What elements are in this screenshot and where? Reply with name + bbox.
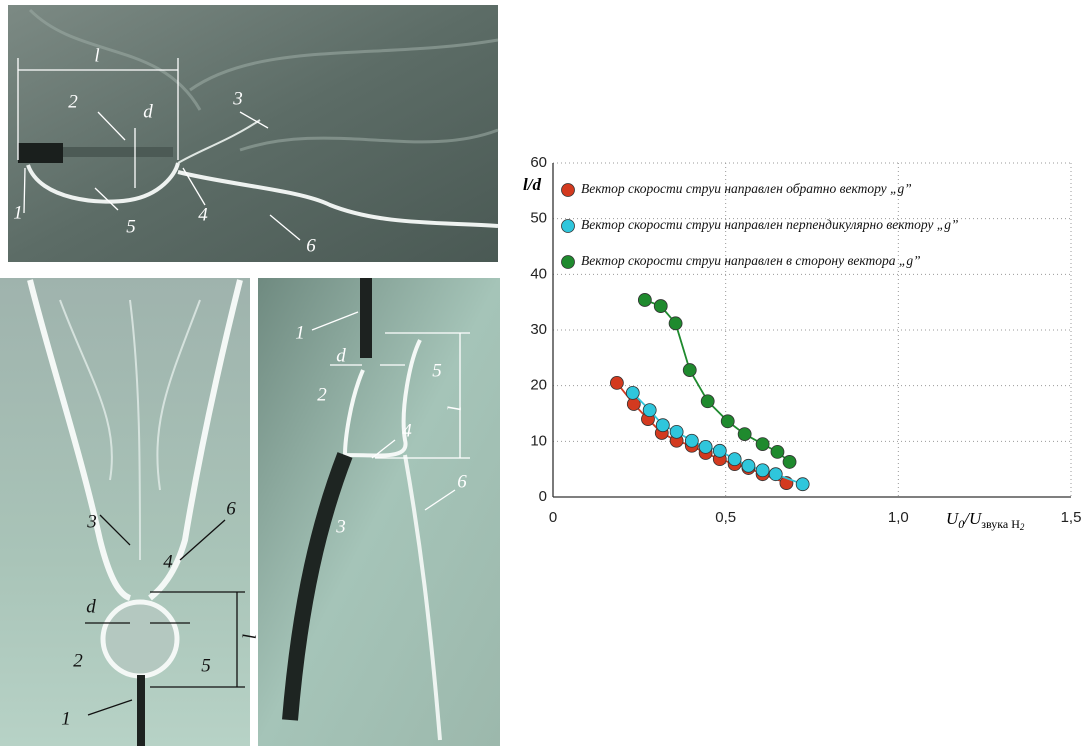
photo-bottom-middle bbox=[258, 278, 500, 746]
point bbox=[625, 386, 640, 400]
x-axis-label-part: 2 bbox=[1020, 522, 1025, 532]
legend-marker bbox=[561, 255, 575, 269]
point bbox=[770, 445, 785, 459]
point bbox=[668, 316, 683, 331]
photo-label: l bbox=[238, 633, 259, 638]
photo-label: d bbox=[336, 345, 346, 366]
point bbox=[653, 299, 668, 313]
x-tick-label: 1,0 bbox=[888, 509, 909, 526]
x-axis-label-part: звука H bbox=[981, 517, 1020, 531]
photo-label: 1 bbox=[13, 202, 23, 223]
x-tick-label: 0,5 bbox=[715, 509, 736, 526]
photo-label: 3 bbox=[86, 511, 97, 532]
y-tick-label: 40 bbox=[530, 265, 547, 282]
x-axis-label: U0/Uзвука H2 bbox=[946, 509, 1025, 532]
photo-label: 6 bbox=[226, 498, 236, 519]
point bbox=[609, 375, 624, 390]
y-tick-label: 20 bbox=[530, 377, 547, 394]
photo-label: 5 bbox=[126, 216, 136, 237]
point bbox=[700, 394, 715, 409]
photo-label: 4 bbox=[198, 204, 208, 225]
point bbox=[712, 443, 727, 458]
legend-label: Вектор скорости струи направлен обратно … bbox=[581, 181, 912, 196]
y-tick-label: 0 bbox=[539, 488, 547, 505]
photo-label: 2 bbox=[73, 650, 83, 671]
point bbox=[669, 424, 684, 439]
photo-label: l bbox=[94, 45, 99, 66]
x-axis-label-part: /U bbox=[963, 509, 983, 528]
photo-label: 3 bbox=[232, 88, 243, 109]
photo-top bbox=[8, 5, 499, 262]
point bbox=[655, 418, 670, 433]
photo-label: 1 bbox=[295, 322, 305, 343]
photo-label: 6 bbox=[457, 471, 467, 492]
point bbox=[684, 433, 699, 448]
photo-label: d bbox=[143, 101, 153, 122]
trend-line bbox=[644, 299, 791, 463]
point bbox=[637, 293, 652, 307]
x-axis-label-part: U bbox=[946, 509, 960, 528]
photo-label: 6 bbox=[306, 235, 316, 256]
point bbox=[755, 463, 770, 478]
photo-label: 2 bbox=[68, 91, 78, 112]
point bbox=[737, 427, 752, 441]
y-tick-label: 60 bbox=[530, 154, 547, 171]
point bbox=[741, 458, 756, 473]
point bbox=[720, 414, 735, 429]
photo-label: d bbox=[86, 596, 96, 617]
photo-label: 5 bbox=[201, 655, 211, 676]
x-tick-label: 0 bbox=[549, 509, 557, 526]
photo-label: 3 bbox=[335, 516, 346, 537]
point bbox=[698, 439, 713, 454]
point bbox=[727, 452, 742, 467]
legend-label: Вектор скорости струи направлен перпенди… bbox=[581, 217, 959, 232]
photo-label: l bbox=[443, 405, 464, 410]
photo-label: 2 bbox=[317, 384, 327, 405]
legend-marker bbox=[561, 183, 575, 197]
point bbox=[782, 455, 797, 469]
photo-label: 4 bbox=[163, 551, 173, 572]
point bbox=[795, 477, 810, 492]
legend-label: Вектор скорости струи направлен в сторон… bbox=[581, 253, 921, 268]
photo-label: 1 bbox=[61, 708, 71, 729]
y-tick-label: 10 bbox=[530, 432, 547, 449]
x-axis-label-part: 0 bbox=[958, 517, 964, 531]
point bbox=[642, 403, 657, 418]
photo-label: 5 bbox=[432, 360, 442, 381]
y-axis-label: l/d bbox=[523, 175, 541, 194]
x-tick-label: 1,5 bbox=[1061, 509, 1082, 526]
point bbox=[768, 467, 783, 482]
legend-marker bbox=[561, 219, 575, 233]
point bbox=[682, 363, 697, 377]
y-tick-label: 30 bbox=[530, 321, 547, 338]
point bbox=[755, 437, 770, 452]
y-tick-label: 50 bbox=[530, 210, 547, 227]
photo-bottom-left bbox=[0, 278, 250, 746]
photo-label: 4 bbox=[402, 420, 412, 441]
